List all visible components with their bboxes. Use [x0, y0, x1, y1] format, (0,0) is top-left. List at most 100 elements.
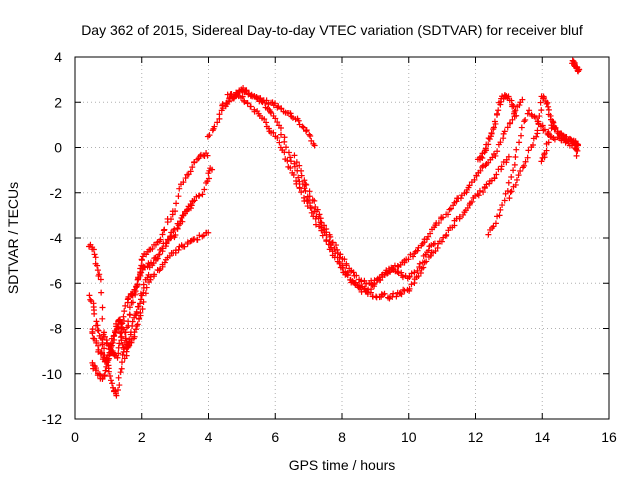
data-point [516, 139, 523, 146]
series-arc-h [291, 152, 438, 287]
data-point [518, 124, 525, 131]
data-point [111, 327, 118, 334]
data-point [225, 98, 232, 105]
data-point [308, 209, 315, 216]
data-point [337, 251, 344, 258]
data-point [267, 108, 274, 115]
data-point [490, 124, 497, 131]
data-point [508, 173, 515, 180]
data-point [522, 116, 529, 123]
data-point [510, 102, 517, 109]
data-point [479, 164, 486, 171]
data-point [101, 373, 108, 380]
data-point [506, 195, 513, 202]
data-point [126, 304, 133, 311]
data-point [497, 206, 504, 213]
x-tick-label: 2 [138, 429, 146, 445]
y-tick-label: -6 [50, 275, 63, 291]
data-point [522, 158, 529, 165]
data-point [519, 96, 526, 103]
data-point [498, 163, 505, 170]
data-point [480, 189, 487, 196]
data-point [414, 247, 421, 254]
data-point [494, 110, 501, 117]
data-point [115, 350, 122, 357]
data-point [312, 221, 319, 228]
data-point [475, 192, 482, 199]
data-point [507, 189, 514, 196]
data-point [114, 354, 121, 361]
data-point [549, 118, 556, 125]
series-arc-l [538, 118, 582, 165]
data-point [300, 124, 307, 131]
data-point [135, 274, 142, 281]
data-point [204, 152, 211, 159]
data-point [358, 278, 365, 285]
data-point [244, 100, 251, 107]
data-point [116, 382, 123, 389]
data-point [191, 197, 198, 204]
data-point [486, 180, 493, 187]
data-point [109, 380, 116, 387]
data-point [302, 128, 309, 135]
data-point [287, 165, 294, 172]
data-point [181, 243, 188, 250]
data-point [406, 285, 413, 292]
data-point [147, 273, 154, 280]
data-point [110, 384, 117, 391]
data-point [541, 126, 548, 133]
data-point [303, 181, 310, 188]
data-point [295, 174, 302, 181]
data-point [356, 284, 363, 291]
data-point [311, 142, 318, 149]
data-point [501, 128, 508, 135]
data-point [137, 309, 144, 316]
data-point [446, 206, 453, 213]
data-point [118, 365, 125, 372]
data-point [263, 97, 270, 104]
data-point [107, 372, 114, 379]
data-point [466, 182, 473, 189]
data-point [344, 272, 351, 279]
data-point [517, 167, 524, 174]
data-point [496, 212, 503, 219]
data-point [521, 118, 528, 125]
data-point [112, 329, 119, 336]
data-point [336, 259, 343, 266]
data-point [307, 133, 314, 140]
data-point [172, 208, 179, 215]
data-point [177, 218, 184, 225]
data-point [398, 291, 405, 298]
data-point [493, 171, 500, 178]
data-point [457, 195, 464, 202]
data-point [545, 130, 552, 137]
data-point [298, 189, 305, 196]
series-arc-a [86, 165, 216, 361]
data-point [537, 99, 544, 106]
data-point [499, 202, 506, 209]
data-point [180, 179, 187, 186]
data-point [291, 152, 298, 159]
data-point [573, 152, 580, 159]
data-point [419, 259, 426, 266]
data-point [341, 256, 348, 263]
data-point [408, 281, 415, 288]
data-point [223, 99, 230, 106]
data-point [414, 267, 421, 274]
data-point [508, 97, 515, 104]
data-point [548, 122, 555, 129]
data-point [131, 286, 138, 293]
data-point [99, 341, 106, 348]
data-point [321, 222, 328, 229]
data-point [534, 127, 541, 134]
data-point [319, 232, 326, 239]
data-point [151, 271, 158, 278]
data-point [287, 154, 294, 161]
series-arc-f [224, 91, 512, 302]
data-point [196, 192, 203, 199]
series-arc-g [219, 84, 318, 149]
data-point [471, 176, 478, 183]
data-point [117, 330, 124, 337]
data-point [505, 93, 512, 100]
